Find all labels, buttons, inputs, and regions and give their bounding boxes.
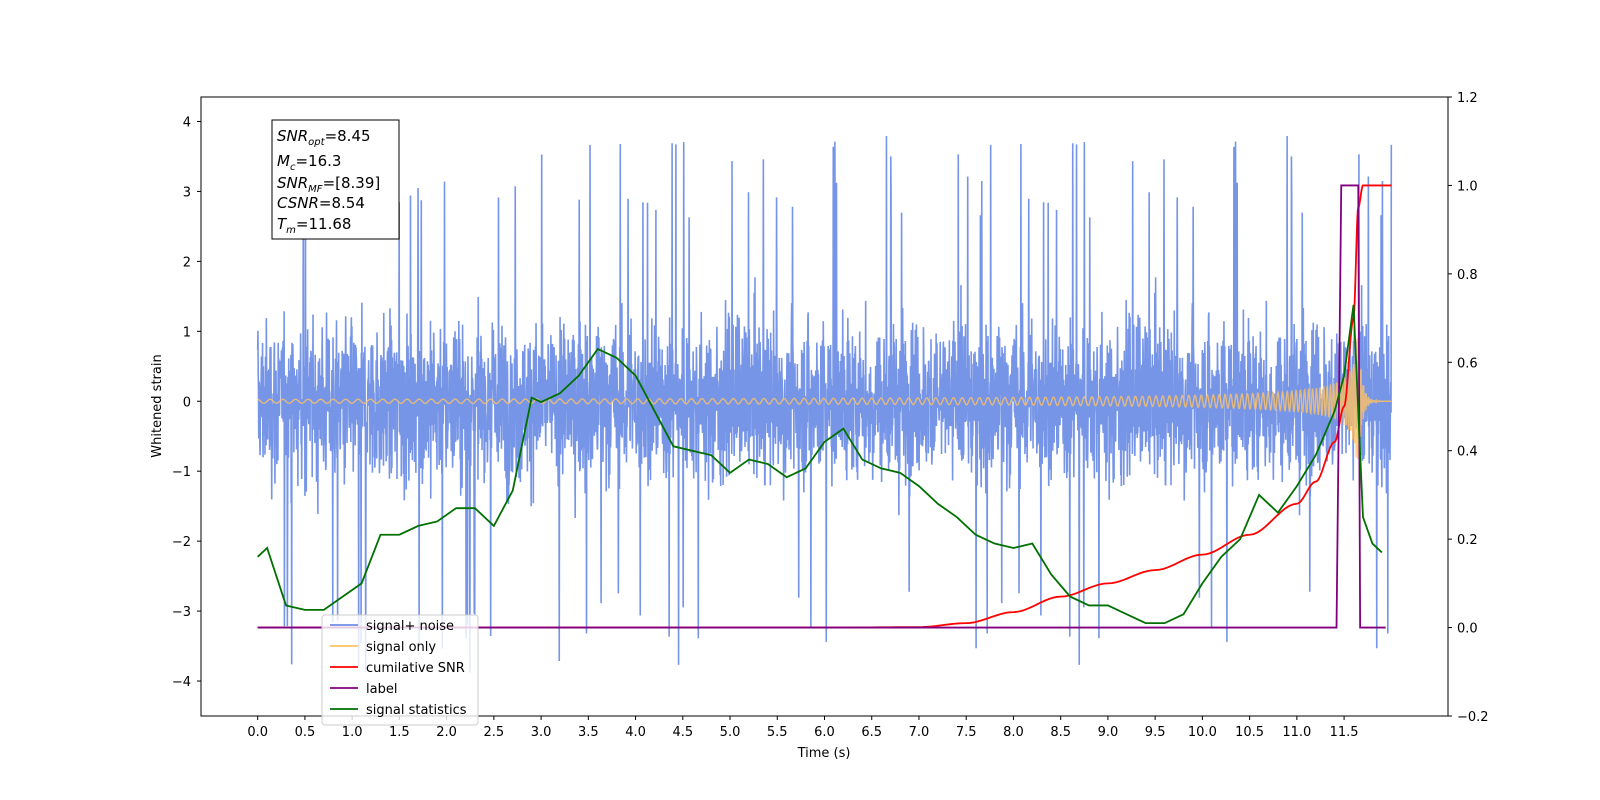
legend-frame bbox=[321, 614, 479, 726]
x-axis-label: Time (s) bbox=[797, 746, 851, 761]
y2-tick-label: 1.2 bbox=[1457, 91, 1478, 106]
x-tick-label: 0.0 bbox=[247, 725, 268, 740]
y-tick-label: −2 bbox=[172, 535, 191, 550]
y2-tick-label: 0.2 bbox=[1457, 533, 1478, 548]
x-tick-label: 8.0 bbox=[1003, 725, 1024, 740]
x-tick-label: 4.5 bbox=[672, 725, 693, 740]
y2-tick-label: −0.2 bbox=[1457, 710, 1489, 725]
annotation-chirp-mass: Mc=16.3 bbox=[277, 152, 341, 173]
x-tick-label: 4.0 bbox=[625, 725, 646, 740]
y-axis-label: Whitened strain bbox=[150, 354, 165, 457]
y-axis: −4 −3 −2 −1 0 1 2 3 4 bbox=[172, 115, 201, 690]
x-tick-label: 5.0 bbox=[720, 725, 741, 740]
annotation-snr-mf: SNRMF=[8.39] bbox=[277, 174, 380, 195]
x-tick-label: 10.5 bbox=[1235, 725, 1264, 740]
legend-label: signal statistics bbox=[366, 703, 467, 718]
legend-label: cumilative SNR bbox=[366, 661, 465, 676]
y2-tick-label: 0.0 bbox=[1457, 622, 1478, 637]
y-tick-label: 1 bbox=[183, 325, 191, 340]
x-tick-label: 9.0 bbox=[1098, 725, 1119, 740]
y-tick-label: 3 bbox=[183, 185, 191, 200]
annotation-box: SNRopt=8.45 Mc=16.3 SNRMF=[8.39] CSNR=8.… bbox=[271, 119, 400, 240]
y-tick-label: −4 bbox=[172, 675, 191, 690]
x-tick-label: 1.5 bbox=[389, 725, 410, 740]
annotation-frame bbox=[271, 119, 400, 240]
x-tick-label: 2.0 bbox=[436, 725, 457, 740]
y-tick-label: 2 bbox=[183, 255, 191, 270]
x-tick-label: 3.0 bbox=[531, 725, 552, 740]
x-axis: 0.0 0.5 1.0 1.5 2.0 2.5 3.0 3.5 4.0 4.5 5.0 5.5 6.0 6… bbox=[247, 716, 1359, 740]
series-signal-statistics bbox=[257, 304, 1383, 625]
y-tick-label: −3 bbox=[172, 605, 191, 620]
x-tick-label: 10.0 bbox=[1188, 725, 1217, 740]
legend-label: signal+ noise bbox=[366, 619, 454, 634]
y2-tick-label: 0.4 bbox=[1457, 445, 1478, 460]
annotation-snr-opt: SNRopt=8.45 bbox=[277, 127, 371, 148]
legend-label: signal only bbox=[366, 640, 436, 655]
series-signal-noise bbox=[256, 131, 1393, 673]
x-tick-label: 7.5 bbox=[956, 725, 977, 740]
legend: signal+ noise signal only cumilative SNR la… bbox=[321, 614, 479, 726]
y2-tick-label: 1.0 bbox=[1457, 179, 1478, 194]
x-tick-label: 2.5 bbox=[484, 725, 505, 740]
y2-tick-label: 0.6 bbox=[1457, 356, 1478, 371]
x-tick-label: 7.0 bbox=[909, 725, 930, 740]
plot-series bbox=[256, 131, 1393, 673]
series-label bbox=[257, 184, 1386, 629]
y2-axis: −0.2 0.0 0.2 0.4 0.6 0.8 1.0 1.2 bbox=[1448, 91, 1489, 725]
x-tick-label: 6.5 bbox=[861, 725, 882, 740]
x-tick-label: 3.5 bbox=[578, 725, 599, 740]
x-tick-label: 11.0 bbox=[1282, 725, 1311, 740]
x-tick-label: 6.0 bbox=[814, 725, 835, 740]
y-tick-label: 4 bbox=[183, 115, 191, 130]
x-tick-label: 0.5 bbox=[295, 725, 316, 740]
y-tick-label: 0 bbox=[183, 395, 191, 410]
annotation-merger-time: Tm=11.68 bbox=[277, 215, 351, 236]
x-tick-label: 11.5 bbox=[1330, 725, 1359, 740]
y-tick-label: −1 bbox=[172, 465, 191, 480]
legend-label: label bbox=[366, 682, 397, 697]
x-tick-label: 5.5 bbox=[767, 725, 788, 740]
annotation-csnr: CSNR=8.54 bbox=[277, 194, 365, 212]
x-tick-label: 8.5 bbox=[1050, 725, 1071, 740]
x-tick-label: 1.0 bbox=[342, 725, 363, 740]
y2-tick-label: 0.8 bbox=[1457, 268, 1478, 283]
series-signal-only bbox=[257, 335, 1392, 460]
x-tick-label: 9.5 bbox=[1145, 725, 1166, 740]
